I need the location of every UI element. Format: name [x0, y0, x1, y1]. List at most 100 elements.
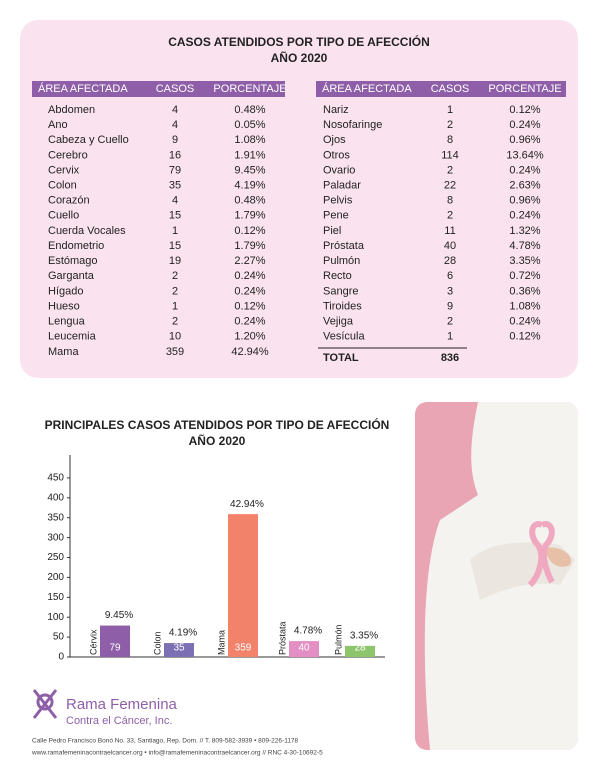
cell-value: 22 [444, 180, 456, 192]
total-label: TOTAL [323, 352, 359, 364]
bar-percentage: 4.19% [169, 628, 197, 639]
cell-value: 2 [172, 270, 178, 282]
cell-label: Vesícula [323, 331, 365, 343]
total-value: 836 [441, 352, 459, 364]
cell-value: 0.24% [509, 119, 540, 131]
cell-value: 3 [447, 285, 453, 297]
cell-label: Nosofaringe [323, 119, 382, 131]
cell-value: 0.12% [509, 104, 540, 116]
cell-label: Hueso [48, 300, 80, 312]
bar-percentage: 4.78% [294, 626, 322, 637]
cell-value: 8 [447, 195, 453, 207]
cell-value: 3.35% [509, 255, 540, 267]
cell-label: Cervix [48, 164, 80, 176]
bar [100, 625, 130, 657]
cell-label: Estómago [48, 255, 98, 267]
cell-value: 15 [169, 210, 181, 222]
cell-value: 1 [447, 331, 453, 343]
cell-label: Tiroides [323, 300, 362, 312]
y-tick-label: 50 [53, 632, 65, 643]
cell-value: 9.45% [234, 164, 265, 176]
cell-value: 1.08% [234, 134, 265, 146]
cell-value: 9 [447, 300, 453, 312]
cell-value: 0.05% [234, 119, 265, 131]
bar [345, 645, 375, 657]
cell-value: 2 [447, 119, 453, 131]
cell-label: Nariz [323, 104, 349, 116]
cell-label: Ojos [323, 134, 346, 146]
address: Calle Pedro Francisco Bonó No. 33, Santi… [32, 738, 299, 745]
y-tick-label: 250 [47, 552, 64, 563]
cell-value: 2 [172, 285, 178, 297]
cell-value: 1.08% [509, 300, 540, 312]
cell-label: Hígado [48, 285, 83, 297]
bar-percentage: 3.35% [350, 630, 378, 641]
bar-value: 35 [173, 643, 185, 654]
cell-value: 0.72% [509, 270, 540, 282]
y-tick-label: 350 [47, 512, 64, 523]
cell-value: 2 [447, 316, 453, 328]
cell-value: 0.24% [509, 316, 540, 328]
cell-label: Abdomen [48, 104, 95, 116]
cell-value: 2 [447, 210, 453, 222]
cell-label: Cerebro [48, 149, 88, 161]
cell-value: 13.64% [506, 149, 544, 161]
column-header: CASOS [431, 83, 470, 95]
bar [289, 641, 319, 657]
cell-value: 1.20% [234, 331, 265, 343]
cell-value: 1 [447, 104, 453, 116]
cell-value: 9 [172, 134, 178, 146]
category-label: Colon [152, 631, 162, 655]
y-tick-label: 100 [47, 612, 64, 623]
logo [32, 689, 58, 719]
cell-label: Pene [323, 210, 349, 222]
header-bar [32, 81, 285, 97]
cell-label: Colon [48, 180, 77, 192]
cell-label: Sangre [323, 285, 358, 297]
bar-value: 28 [354, 643, 366, 654]
cell-label: Cabeza y Cuello [48, 134, 129, 146]
chart-title: PRINCIPALES CASOS ATENDIDOS POR TIPO DE … [45, 417, 390, 432]
cell-label: Pulmón [323, 255, 360, 267]
cell-label: Lengua [48, 316, 86, 328]
cell-value: 2.63% [509, 180, 540, 192]
cell-value: 2.27% [234, 255, 265, 267]
cell-value: 79 [169, 164, 181, 176]
category-label: Próstata [277, 621, 287, 655]
cell-label: Otros [323, 149, 350, 161]
cell-value: 35 [169, 180, 181, 192]
cell-value: 8 [447, 134, 453, 146]
cell-label: Paladar [323, 180, 361, 192]
cell-value: 4 [172, 119, 178, 131]
cell-label: Leucemia [48, 331, 97, 343]
cell-label: Pelvis [323, 195, 353, 207]
cell-value: 2 [172, 316, 178, 328]
category-label: Cérvix [88, 629, 98, 655]
cell-value: 16 [169, 149, 181, 161]
photo [415, 402, 578, 750]
logo-subname: Contra el Cáncer, Inc. [66, 715, 172, 727]
header-bar [316, 81, 566, 97]
cell-value: 1.32% [509, 225, 540, 237]
contact: www.ramafemeninacontraelcancer.org • inf… [31, 750, 323, 757]
cell-value: 6 [447, 270, 453, 282]
cell-value: 4.19% [234, 180, 265, 192]
cell-value: 0.48% [234, 104, 265, 116]
cell-label: Garganta [48, 270, 95, 282]
cell-value: 0.36% [509, 285, 540, 297]
bar-percentage: 42.94% [230, 499, 264, 510]
table-title: CASOS ATENDIDOS POR TIPO DE AFECCIÓN [168, 34, 430, 49]
cell-value: 2 [447, 164, 453, 176]
cell-value: 0.24% [509, 164, 540, 176]
logo-name: Rama Femenina [66, 696, 178, 713]
column-header: ÁREA AFECTADA [322, 82, 412, 95]
cell-value: 0.24% [234, 316, 265, 328]
cell-value: 0.96% [509, 195, 540, 207]
cell-value: 1.79% [234, 210, 265, 222]
cell-label: Cuerda Vocales [48, 225, 126, 237]
cell-value: 0.48% [234, 195, 265, 207]
cell-label: Mama [48, 346, 79, 358]
cell-value: 0.12% [234, 300, 265, 312]
cell-label: Próstata [323, 240, 365, 252]
